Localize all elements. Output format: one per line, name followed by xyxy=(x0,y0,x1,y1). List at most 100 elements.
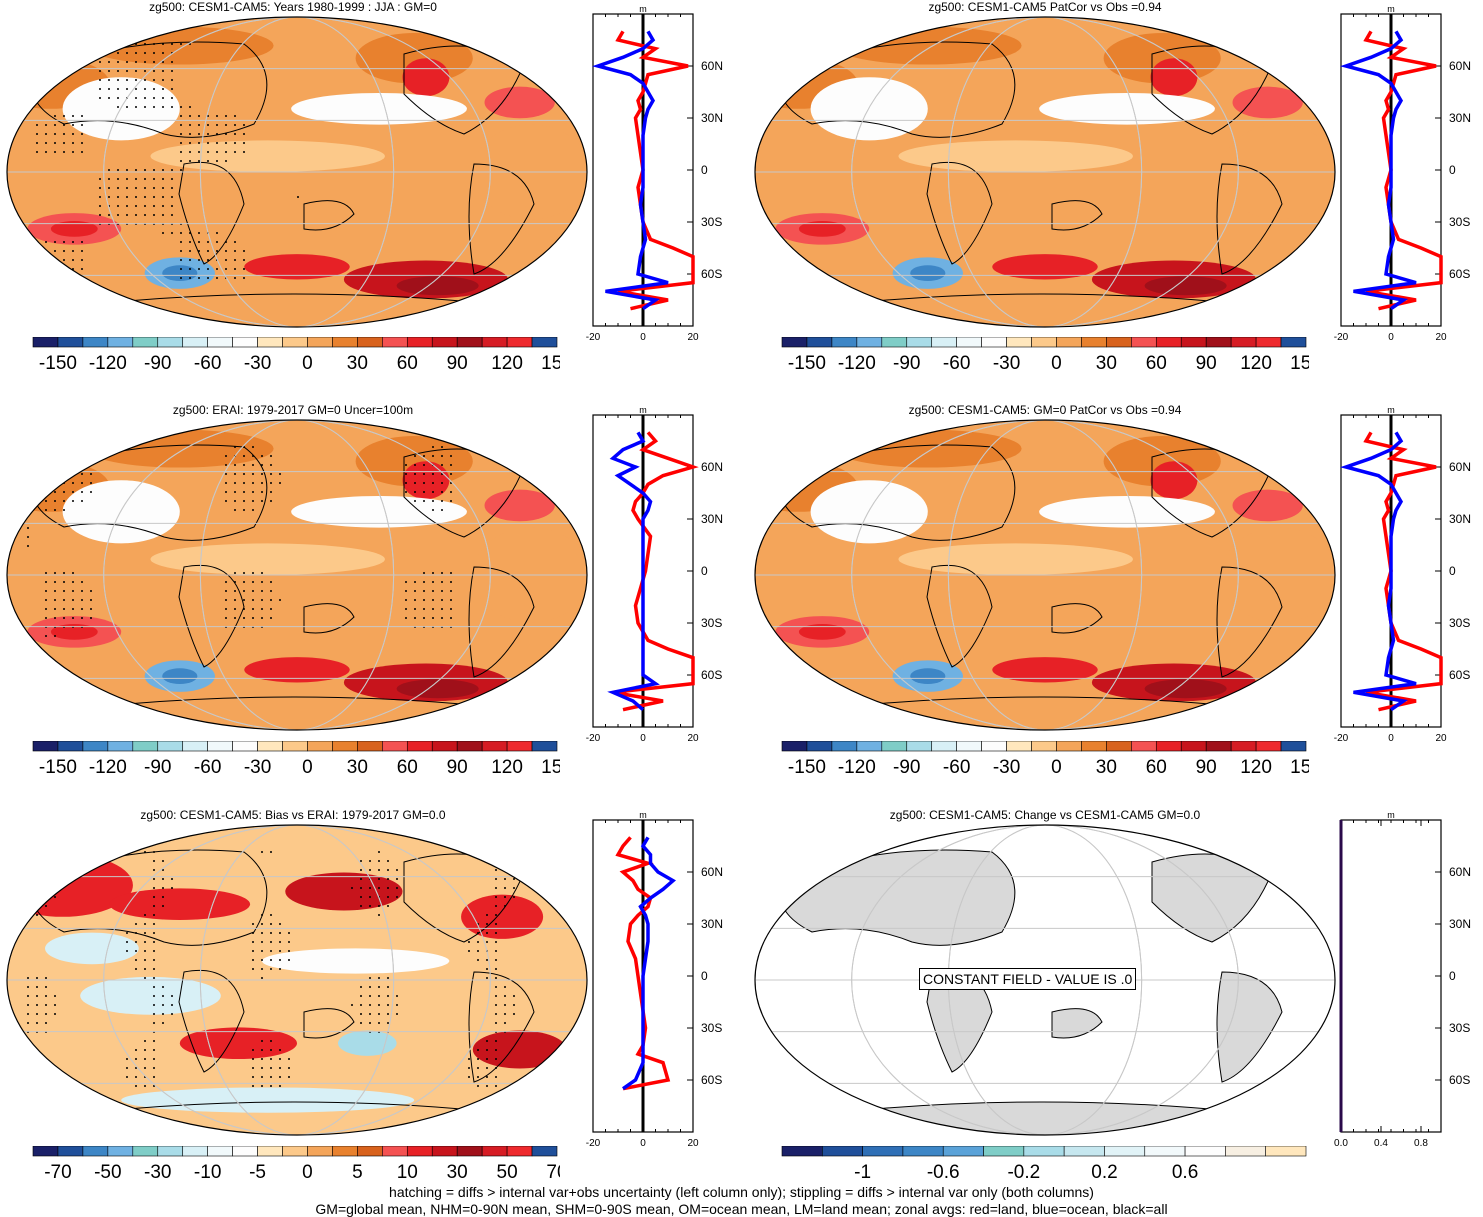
contour-region xyxy=(285,872,403,911)
colorbar-swatch xyxy=(357,337,383,348)
colorbar-1: -150 -120 -90 -60 -30 0 30 60 90 120 150 xyxy=(32,337,560,374)
colorbar-swatch xyxy=(456,741,483,752)
colorbar-swatch xyxy=(32,1146,59,1157)
colorbar-tick-label: 90 xyxy=(1196,353,1217,374)
colorbar-tick-label: -120 xyxy=(838,757,876,778)
colorbar-tick-label: 0.6 xyxy=(1172,1162,1198,1183)
contour-region xyxy=(810,480,928,544)
colorbar-tick-label: 60 xyxy=(397,353,418,374)
zonal-lat-label: 0 xyxy=(701,564,708,578)
zonal-x-tick: 0 xyxy=(1388,733,1394,744)
continent-outline xyxy=(926,161,993,265)
zonal-x-tick: 0.0 xyxy=(1334,1138,1348,1149)
zonal-x-tick: -20 xyxy=(586,1138,601,1149)
colorbar-tick-label: -5 xyxy=(249,1162,266,1183)
zonal-x-tick: 20 xyxy=(687,1138,699,1149)
colorbar-swatch xyxy=(856,741,883,752)
colorbar-swatch xyxy=(1255,337,1282,348)
colorbar-swatch xyxy=(382,1146,408,1157)
map-panel-5 xyxy=(6,824,588,1136)
contour-region xyxy=(992,657,1098,683)
zonal-lat-label: 60N xyxy=(701,460,723,474)
contour-region xyxy=(396,679,479,699)
continent-outline xyxy=(403,448,525,538)
colorbar-tick-label: 150 xyxy=(541,353,560,374)
colorbar-swatch xyxy=(806,741,833,752)
colorbar-swatch xyxy=(132,1146,159,1157)
zonal-lat-label: 30N xyxy=(701,917,723,931)
contour-region xyxy=(1039,93,1215,125)
zonal-avg-2: m -20 0 20 60N 30N 0 30S 60S xyxy=(1334,4,1471,343)
colorbar-swatch xyxy=(1056,741,1082,752)
colorbar-swatch xyxy=(481,337,508,348)
zonal-series-land xyxy=(1363,30,1443,311)
panel-title-6: zg500: CESM1-CAM5: Change vs CESM1-CAM5 … xyxy=(889,808,1201,822)
colorbar-swatch xyxy=(307,741,333,752)
colorbar-swatch xyxy=(1144,1146,1186,1157)
zonal-lat-label: 30S xyxy=(701,215,722,229)
contour-region xyxy=(121,1087,415,1113)
colorbar-swatch xyxy=(182,1146,208,1157)
continent-outline xyxy=(1051,1008,1103,1039)
colorbar-swatch xyxy=(906,337,933,348)
colorbar-swatch xyxy=(1205,741,1232,752)
colorbar-swatch xyxy=(881,741,908,752)
map-border xyxy=(754,419,1336,731)
colorbar-tick-label: -0.6 xyxy=(927,1162,960,1183)
colorbar-tick-label: -150 xyxy=(39,757,77,778)
zonal-lat-label: 60S xyxy=(1449,668,1470,682)
zonal-lat-label: 30S xyxy=(1449,1021,1470,1035)
colorbar-swatch xyxy=(881,337,908,348)
contour-region xyxy=(396,276,479,296)
contour-region xyxy=(1144,276,1227,296)
colorbar-tick-label: -50 xyxy=(94,1162,121,1183)
colorbar-swatch xyxy=(456,1146,483,1157)
zonal-lat-label: 0 xyxy=(1449,564,1456,578)
colorbar-6: -1 -0.6 -0.2 0.2 0.6 xyxy=(781,1146,1307,1183)
colorbar-swatch xyxy=(32,337,59,348)
colorbar-tick-label: 90 xyxy=(1196,757,1217,778)
constant-field-message: CONSTANT FIELD - VALUE IS .0 xyxy=(919,968,1137,990)
contour-region xyxy=(291,496,467,528)
contour-region xyxy=(798,623,846,640)
colorbar-swatch xyxy=(406,1146,433,1157)
colorbar-swatch xyxy=(307,337,333,348)
colorbar-swatch xyxy=(1131,337,1157,348)
colorbar-swatch xyxy=(431,1146,458,1157)
zonal-lat-label: 60S xyxy=(1449,1073,1470,1087)
map-border xyxy=(6,419,588,731)
colorbar-tick-label: 30 xyxy=(1096,757,1117,778)
continent-outline xyxy=(303,603,355,634)
colorbar-swatch xyxy=(107,741,134,752)
zonal-lat-label: 30N xyxy=(1449,512,1471,526)
colorbar-tick-label: -120 xyxy=(89,757,127,778)
continent-outline xyxy=(1241,22,1313,58)
colorbar-swatch xyxy=(307,1146,333,1157)
zonal-x-tick: 0.8 xyxy=(1414,1138,1428,1149)
colorbar-swatch xyxy=(357,1146,383,1157)
colorbar-tick-label: -30 xyxy=(993,353,1020,374)
colorbar-swatch xyxy=(1063,1146,1105,1157)
colorbar-swatch xyxy=(1180,337,1207,348)
colorbar-swatch xyxy=(1056,337,1082,348)
colorbar-swatch xyxy=(57,1146,84,1157)
zonal-x-tick: 0 xyxy=(640,1138,646,1149)
colorbar-swatch xyxy=(1230,337,1257,348)
colorbar-swatch xyxy=(257,741,283,752)
colorbar-swatch xyxy=(1280,741,1307,752)
colorbar-swatch xyxy=(822,1146,863,1157)
colorbar-tick-label: -90 xyxy=(893,353,920,374)
colorbar-swatch xyxy=(1184,1146,1226,1157)
colorbar-swatch xyxy=(1006,741,1032,752)
contour-region xyxy=(910,265,946,282)
contour-region xyxy=(338,1030,397,1056)
colorbar-tick-label: -30 xyxy=(244,353,271,374)
footer-hatching-note: hatching = diffs > internal var+obs unce… xyxy=(389,1184,1094,1200)
colorbar-tick-label: 0 xyxy=(302,757,313,778)
colorbar-swatch xyxy=(107,1146,134,1157)
colorbar-tick-label: -1 xyxy=(854,1162,871,1183)
panel-title-3: zg500: ERAI: 1979-2017 GM=0 Uncer=100m xyxy=(172,403,414,417)
zonal-lat-label: 0 xyxy=(1449,969,1456,983)
continent-outline xyxy=(841,1101,1243,1135)
colorbar-swatch xyxy=(232,337,258,348)
